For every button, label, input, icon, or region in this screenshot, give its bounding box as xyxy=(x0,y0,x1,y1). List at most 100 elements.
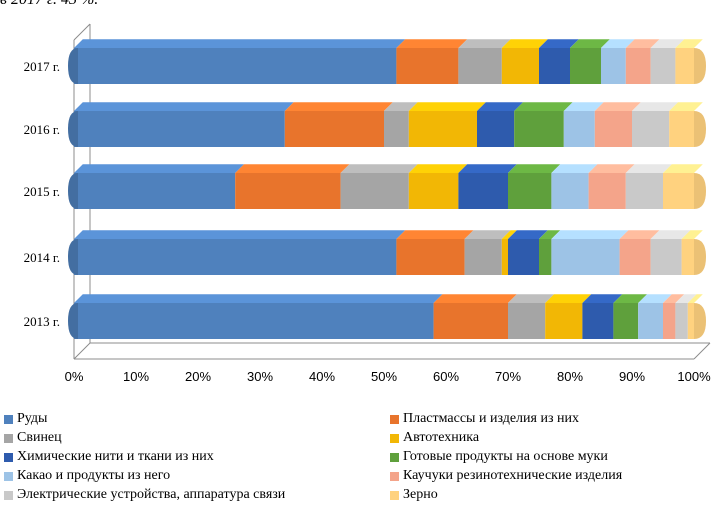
bar-segment-top xyxy=(625,39,660,48)
bar-row xyxy=(68,102,706,147)
legend-label: Каучуки резинотехнические изделия xyxy=(403,468,623,483)
x-tick-label: 0% xyxy=(65,369,84,384)
stacked-bar-chart: 2017 г. 2016 г. 2015 г. 2014 г. 2013 г. 0% 10%… xyxy=(24,23,711,384)
legend-label: Пластмассы и изделия из них xyxy=(403,411,579,426)
bar-segment-top xyxy=(663,164,703,173)
bar-end-cap xyxy=(694,303,706,339)
bar-segment xyxy=(613,303,639,339)
bar-segment-top xyxy=(613,294,647,303)
bar-segment-top xyxy=(669,102,703,111)
bar-start-cap xyxy=(68,111,78,147)
legend-label: Автотехника xyxy=(403,430,480,445)
bar-segment xyxy=(663,303,676,339)
x-tick-label: 50% xyxy=(371,369,397,384)
y-tick-label: 2014 г. xyxy=(24,250,60,265)
bar-segment xyxy=(408,173,459,209)
legend-swatch xyxy=(390,433,399,443)
bar-segment-top xyxy=(545,294,592,303)
bar-segment xyxy=(408,111,477,147)
bar-segment xyxy=(539,239,552,275)
bar-segment-top xyxy=(408,164,468,173)
bar-segment xyxy=(681,239,694,275)
bar-segment-top xyxy=(619,230,660,239)
bar-segment xyxy=(464,239,502,275)
legend-item: Зерно xyxy=(390,486,438,504)
bar-segment-top xyxy=(458,164,517,173)
bar-segment-top xyxy=(74,164,244,173)
bar-segment-top xyxy=(632,102,678,111)
legend-swatch xyxy=(4,414,13,424)
bar-segment-top xyxy=(408,102,486,111)
bar-segment-top xyxy=(396,230,474,239)
bar-segment xyxy=(650,239,682,275)
bar-start-cap xyxy=(68,173,78,209)
bar-segment-top xyxy=(340,164,418,173)
bar-segment-top xyxy=(663,294,685,303)
bar-segment-top xyxy=(501,39,548,48)
bar-segment-top xyxy=(384,102,418,111)
y-tick-label: 2017 г. xyxy=(24,59,60,74)
chart-floor-edges xyxy=(73,23,711,360)
bar-end-cap xyxy=(694,173,706,209)
bar-segment xyxy=(433,303,508,339)
bar-segment xyxy=(74,239,397,275)
bar-segment-top xyxy=(539,39,579,48)
bar-segment-top xyxy=(638,294,672,303)
bar-row xyxy=(68,39,706,84)
bar-segment xyxy=(638,303,663,339)
bar-segment xyxy=(663,173,694,209)
bar-segment xyxy=(632,111,670,147)
bar-segment-top xyxy=(508,294,554,303)
legend-swatch xyxy=(4,452,13,462)
bar-segment-top xyxy=(396,39,468,48)
bar-segment xyxy=(74,111,285,147)
bar-segment xyxy=(384,111,409,147)
legend-swatch xyxy=(4,471,13,481)
x-tick-label: 100% xyxy=(677,369,711,384)
x-tick-label: 20% xyxy=(185,369,211,384)
legend-swatch xyxy=(390,490,399,500)
bar-segment xyxy=(74,48,397,84)
bar-segment-top xyxy=(74,102,294,111)
bar-segment xyxy=(625,48,651,84)
legend-item: Готовые продукты на основе муки xyxy=(390,448,608,466)
bar-segment-top xyxy=(563,102,604,111)
bar-segment-top xyxy=(650,230,691,239)
legend-label: Руды xyxy=(17,411,48,426)
bar-segment xyxy=(601,48,626,84)
bar-segment-top xyxy=(74,294,443,303)
bar-segment xyxy=(235,173,341,209)
x-tick-label: 90% xyxy=(619,369,645,384)
bar-segment-top xyxy=(74,230,406,239)
bar-segment xyxy=(650,48,676,84)
bar-segment xyxy=(594,111,632,147)
bar-segment xyxy=(501,48,539,84)
legend-label: Электрические устройства, аппаратура свя… xyxy=(17,487,286,502)
bar-segment-top xyxy=(625,164,672,173)
x-tick-label: 60% xyxy=(433,369,459,384)
bar-segment-top xyxy=(508,230,548,239)
bar-segment xyxy=(396,48,459,84)
legend-item: Руды xyxy=(4,410,47,428)
bar-row xyxy=(68,230,706,275)
legend-item: Каучуки резинотехнические изделия xyxy=(390,467,622,485)
bar-segment-top xyxy=(551,230,629,239)
bar-segment xyxy=(582,303,614,339)
legend-swatch xyxy=(4,490,13,500)
bar-segment xyxy=(458,48,502,84)
bar-segment xyxy=(551,239,620,275)
bar-segment xyxy=(74,303,434,339)
bar-segment-top xyxy=(675,39,703,48)
bar-segment xyxy=(340,173,409,209)
x-tick-label: 80% xyxy=(557,369,583,384)
bar-segment-top xyxy=(235,164,350,173)
bar-segment-top xyxy=(675,294,697,303)
bar-segment xyxy=(669,111,694,147)
bar-segment xyxy=(508,173,552,209)
bar-segment-top xyxy=(582,294,623,303)
bar-segment xyxy=(74,173,236,209)
legend-label: Какао и продукты из него xyxy=(17,468,171,483)
bar-segment xyxy=(514,111,564,147)
bar-segment xyxy=(508,239,539,275)
bar-segment-top xyxy=(588,164,635,173)
